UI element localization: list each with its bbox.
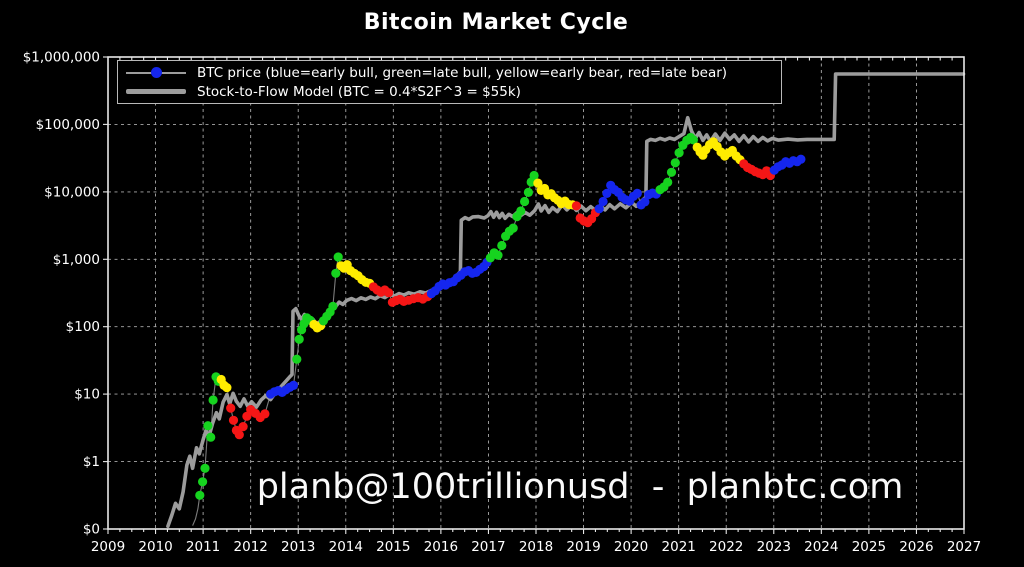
svg-text:2026: 2026 [899, 539, 933, 555]
watermark-text: planb@100trillionusd - planbtc.com [256, 467, 904, 507]
svg-text:$1,000: $1,000 [53, 252, 100, 268]
legend-item-s2f-model: Stock-to-Flow Model (BTC = 0.4*S2F^3 = $… [126, 82, 773, 101]
svg-text:$1: $1 [83, 454, 100, 470]
svg-text:2027: 2027 [947, 539, 981, 555]
svg-text:$100,000: $100,000 [36, 117, 100, 133]
phase-dots-early-bull-17 [769, 154, 806, 175]
svg-text:$0: $0 [83, 522, 100, 538]
blue-dot-swatch [150, 67, 162, 78]
phase-dots-late-bull-6 [318, 252, 343, 326]
svg-text:2012: 2012 [234, 539, 268, 555]
svg-text:2013: 2013 [281, 539, 315, 555]
s2f-model-line [166, 72, 966, 529]
phase-dots-early-bear-15 [692, 137, 745, 165]
svg-text:2022: 2022 [709, 539, 743, 555]
chart-title: Bitcoin Market Cycle [363, 10, 629, 35]
svg-text:2025: 2025 [852, 539, 886, 555]
phase-dots-late-bull-4 [292, 313, 315, 364]
svg-text:2023: 2023 [757, 539, 791, 555]
svg-text:2010: 2010 [138, 539, 172, 555]
legend-label-btc-price: BTC price (blue=early bull, green=late b… [197, 64, 728, 81]
svg-text:2021: 2021 [662, 539, 696, 555]
btc-price-marker-icon [126, 66, 186, 80]
svg-text:2016: 2016 [424, 539, 458, 555]
legend-box: BTC price (blue=early bull, green=late b… [117, 60, 782, 104]
phase-dots-early-bear-7 [336, 260, 375, 288]
svg-text:2019: 2019 [566, 539, 600, 555]
axis-ticks [103, 56, 965, 534]
svg-text:2018: 2018 [519, 539, 553, 555]
y-axis-labels: $1,000,000 $100,000 $10,000 $1,000 $100 $10 $1… [23, 50, 100, 538]
phase-dots-late-bear-16 [739, 159, 776, 181]
phase-dots-early-bear-5 [309, 319, 326, 333]
svg-text:2015: 2015 [376, 539, 410, 555]
phase-dots-late-bear-2 [226, 403, 270, 440]
svg-text:2014: 2014 [329, 539, 363, 555]
legend-item-btc-price: BTC price (blue=early bull, green=late b… [126, 63, 773, 82]
phase-dots-late-bull-0 [195, 372, 223, 500]
svg-text:$10,000: $10,000 [44, 184, 100, 200]
legend-label-s2f-model: Stock-to-Flow Model (BTC = 0.4*S2F^3 = $… [197, 83, 521, 100]
svg-text:2011: 2011 [186, 539, 220, 555]
svg-text:2024: 2024 [804, 539, 838, 555]
x-axis-labels: 2009 2010 2011 2012 2013 2014 2015 2016 2017 2018… [91, 539, 981, 555]
phase-dots-early-bull-3 [266, 380, 299, 399]
phase-dots-late-bull-10 [485, 170, 539, 263]
phase-dots-early-bull-9 [426, 257, 492, 299]
phase-dots-late-bull-14 [655, 132, 699, 195]
phase-dots-late-bear-12 [571, 201, 601, 228]
phase-dots-early-bear-1 [216, 374, 232, 393]
svg-text:$100: $100 [66, 319, 100, 335]
svg-text:2017: 2017 [471, 539, 505, 555]
svg-text:$10: $10 [74, 387, 100, 403]
svg-text:2009: 2009 [91, 539, 125, 555]
s2f-model-swatch [126, 89, 186, 94]
svg-text:$1,000,000: $1,000,000 [23, 50, 100, 66]
gridlines [108, 57, 964, 529]
svg-text:2020: 2020 [614, 539, 648, 555]
